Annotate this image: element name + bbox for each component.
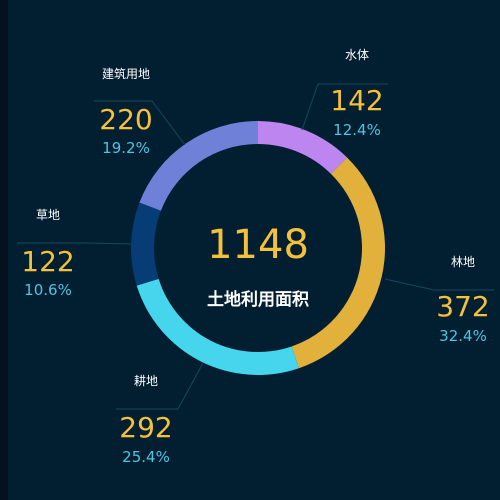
slice-name-label: 耕地 bbox=[134, 373, 158, 388]
donut-slice bbox=[139, 121, 258, 211]
slice-value-label: 122 bbox=[21, 245, 74, 278]
leader-line bbox=[94, 100, 186, 146]
donut-slice bbox=[130, 202, 161, 286]
leader-line bbox=[17, 242, 132, 245]
slice-name-label: 林地 bbox=[451, 255, 475, 269]
slice-percent-label: 32.4% bbox=[439, 327, 487, 345]
center-label: 土地利用面积 bbox=[207, 289, 309, 310]
slice-value-label: 292 bbox=[119, 411, 172, 444]
donut-slices bbox=[130, 121, 386, 376]
slice-name-label: 草地 bbox=[36, 208, 60, 222]
slice-name-label: 建筑用地 bbox=[102, 66, 150, 81]
leader-line bbox=[116, 362, 204, 410]
chart-panel bbox=[8, 0, 500, 500]
slice-name-label: 水体 bbox=[345, 48, 369, 62]
donut-slice bbox=[136, 278, 299, 376]
total-value: 1148 bbox=[207, 222, 309, 268]
slice-value-label: 220 bbox=[99, 103, 152, 136]
donut-slice bbox=[258, 121, 348, 174]
slice-value-label: 142 bbox=[330, 84, 383, 117]
leader-line bbox=[301, 83, 388, 131]
slice-labels: 水体 142 12.4% 林地 372 32.4% 耕地 292 25.4% 草地 122 10.6%… bbox=[21, 48, 489, 466]
leader-lines bbox=[17, 83, 494, 410]
leader-line bbox=[384, 278, 494, 291]
slice-percent-label: 12.4% bbox=[333, 121, 381, 139]
slice-percent-label: 19.2% bbox=[102, 139, 150, 157]
slice-percent-label: 25.4% bbox=[122, 448, 170, 466]
slice-percent-label: 10.6% bbox=[24, 281, 72, 299]
donut-slice bbox=[291, 157, 386, 369]
slice-value-label: 372 bbox=[436, 290, 489, 323]
